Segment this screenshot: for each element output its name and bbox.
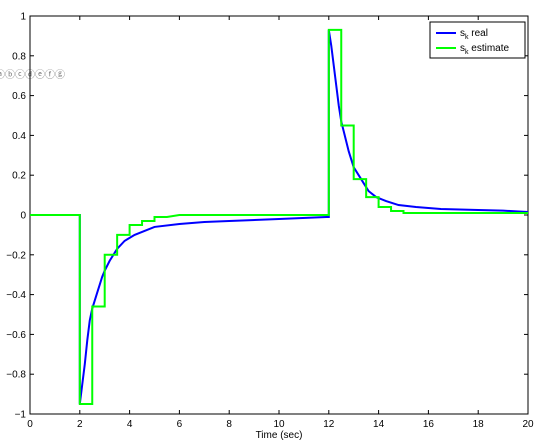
series-layer (30, 28, 529, 406)
legend-real-sub: k (465, 34, 469, 41)
y-tick-label: 0.2 (12, 171, 26, 182)
legend-label-real: sk real (460, 28, 488, 41)
y-tick-label: 1 (20, 12, 26, 23)
series-line-real (30, 29, 529, 405)
y-tick-label: −0.4 (6, 290, 26, 301)
y-tick-label: −0.2 (6, 250, 26, 261)
legend-real-rest: real (469, 28, 488, 39)
y-tick-label: −0.6 (6, 330, 26, 341)
series-line-estimate (30, 28, 528, 406)
legend-label-estimate: sk estimate (460, 43, 510, 56)
x-tick-label: 14 (373, 419, 385, 430)
x-tick-label: 8 (226, 419, 232, 430)
x-tick-label: 16 (423, 419, 435, 430)
x-axis-label: Time (sec) (256, 430, 303, 441)
x-tick-label: 2 (77, 419, 83, 430)
x-tick-label: 18 (473, 419, 485, 430)
y-tick-label: 0.4 (12, 131, 26, 142)
y-tick-label: 0 (20, 211, 26, 222)
svg-text:ⓐⓑⓒⓓⓔⓕⓖ: ⓐⓑⓒⓓⓔⓕⓖ (0, 69, 65, 81)
x-tick-label: 10 (273, 419, 285, 430)
y-tick-label: 0.6 (12, 91, 26, 102)
legend-estimate-rest: estimate (469, 43, 510, 54)
axis-ticks: 0 2 4 6 8 10 12 14 16 18 20 −1 −0.8 −0.6 −0.4 −0.2 0 0.2 0… (6, 12, 534, 431)
legend-box (429, 21, 526, 59)
x-tick-label: 0 (27, 419, 33, 430)
y-tick-label: −0.8 (6, 370, 26, 381)
legend-estimate-sub: k (465, 49, 469, 56)
legend-estimate-base: s (460, 43, 465, 54)
x-tick-label: 20 (522, 419, 534, 430)
watermark: ⓐⓑⓒⓓⓔⓕⓖ (0, 69, 65, 81)
legend: sk real sk estimate (429, 21, 526, 59)
x-tick-label: 6 (177, 419, 183, 430)
y-tick-label: 0.8 (12, 51, 26, 62)
x-tick-label: 4 (127, 419, 133, 430)
y-tick-label: −1 (15, 410, 27, 421)
x-tick-label: 12 (323, 419, 335, 430)
legend-real-base: s (460, 28, 465, 39)
